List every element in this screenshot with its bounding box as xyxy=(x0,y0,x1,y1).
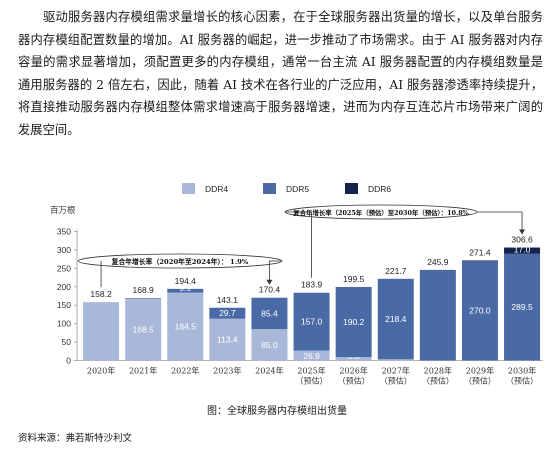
y-tick-label: 300 xyxy=(57,245,71,255)
bar-total-label: 245.9 xyxy=(427,257,449,267)
x-tick-label: 2025年 xyxy=(297,366,325,376)
legend-swatch-ddr6 xyxy=(345,183,358,194)
bar-value-label-ddr4: 184.5 xyxy=(175,321,197,331)
x-tick-label: （预估） xyxy=(422,376,454,386)
chart-legend: DDR4 DDR5 DDR6 xyxy=(0,183,554,199)
x-tick-label: 2028年 xyxy=(424,366,452,376)
bar-value-label-ddr4: 168.5 xyxy=(133,324,155,334)
bar-total-label: 143.1 xyxy=(217,295,239,305)
x-tick-label: 2023年 xyxy=(213,366,241,376)
x-tick-label: 2029年 xyxy=(466,366,494,376)
chart-caption: 图：全球服务器内存模组出货量 xyxy=(207,406,347,417)
x-tick-label: 2027年 xyxy=(382,366,410,376)
bar-ddr5 xyxy=(209,307,246,319)
legend-item-ddr4: DDR4 xyxy=(182,183,228,194)
bar-ddr5 xyxy=(251,297,288,330)
bar-value-label-ddr6: 17.0 xyxy=(514,244,531,254)
bar-ddr5 xyxy=(167,288,204,293)
bar-total-label: 183.9 xyxy=(301,280,323,290)
bar-ddr4 xyxy=(83,302,120,361)
y-tick-label: 100 xyxy=(57,319,71,329)
bar-value-label-ddr4: 113.4 xyxy=(217,335,238,345)
bar-value-label-ddr5: 270.0 xyxy=(469,306,491,316)
x-tick-label: 2026年 xyxy=(339,366,367,376)
bar-total-label: 306.6 xyxy=(511,235,533,245)
legend-item-ddr6: DDR6 xyxy=(345,183,391,194)
bar-value-label-ddr5: 85.4 xyxy=(261,308,278,318)
legend-label-ddr6: DDR6 xyxy=(368,183,392,194)
x-tick-label: 2030年 xyxy=(508,366,536,376)
bar-value-label-ddr5: 190.2 xyxy=(343,317,365,327)
legend-swatch-ddr4 xyxy=(182,183,195,194)
bar-ddr4 xyxy=(209,318,246,361)
y-axis-label: 百万根 xyxy=(50,205,76,216)
bar-ddr5 xyxy=(125,298,162,299)
x-tick-label: （预估） xyxy=(506,376,538,386)
bar-ddr5 xyxy=(461,260,498,361)
y-tick-label: 150 xyxy=(57,300,71,310)
bar-ddr5 xyxy=(504,253,541,361)
bar-ddr4 xyxy=(293,350,330,361)
bar-ddr4 xyxy=(251,329,288,361)
bar-total-label: 158.2 xyxy=(90,289,112,299)
bar-value-label-ddr5: 289.5 xyxy=(511,302,533,312)
bar-value-label-ddr5: 9.9 xyxy=(179,283,191,293)
bar-ddr6 xyxy=(504,247,541,254)
x-tick-label: （预估） xyxy=(464,376,496,386)
bar-total-label: 199.5 xyxy=(343,274,365,284)
bar-ddr5 xyxy=(377,278,414,360)
x-tick-label: （预估） xyxy=(296,376,328,386)
legend-swatch-ddr5 xyxy=(263,183,276,194)
bar-value-label-ddr5: 29.7 xyxy=(219,308,236,318)
bar-value-label-ddr6: 1.4 xyxy=(474,251,486,261)
legend-item-ddr5: DDR5 xyxy=(263,183,309,194)
y-tick-label: 0 xyxy=(66,356,71,366)
bar-value-label-ddr5: 0.4 xyxy=(137,289,149,299)
x-tick-label: 2021年 xyxy=(129,366,157,376)
x-tick-label: （预估） xyxy=(338,376,370,386)
bar-total-label: 170.4 xyxy=(259,285,281,295)
bar-ddr5 xyxy=(335,286,372,358)
legend-label-ddr5: DDR5 xyxy=(286,183,310,194)
bar-value-label-ddr4: 85.0 xyxy=(261,340,278,350)
source-note: 资料来源：弗若斯特沙利文 xyxy=(18,433,133,444)
cagr-2020-2024-arrowhead xyxy=(266,279,273,285)
shipment-bar-chart: 百万根 0 50 100 150 200 250 300 350 158.2 2020年 168.5 0… xyxy=(50,204,544,386)
bar-ddr5 xyxy=(419,269,456,361)
legend-label-ddr4: DDR4 xyxy=(205,183,229,194)
bar-value-label-ddr5: 157.0 xyxy=(301,317,323,327)
bar-ddr4 xyxy=(377,359,414,361)
bar-ddr4 xyxy=(125,298,162,361)
x-tick-label: 2022年 xyxy=(171,366,199,376)
bar-value-label-ddr4: 26.9 xyxy=(303,351,320,361)
bar-total-label: 168.9 xyxy=(133,285,155,295)
y-tick-label: 350 xyxy=(57,227,71,237)
y-tick-label: 200 xyxy=(57,282,71,292)
bar-total-label: 271.4 xyxy=(469,247,491,257)
bar-ddr6 xyxy=(461,260,498,262)
x-tick-label: （预估） xyxy=(380,376,412,386)
y-tick-label: 50 xyxy=(62,337,72,347)
y-tick-label: 250 xyxy=(57,263,71,273)
bar-total-label: 221.7 xyxy=(385,266,407,276)
cagr-2025-2030-label: 复合年增长率（2025年（预估）至2030年（预估）：10.8% xyxy=(292,208,468,217)
bar-ddr4 xyxy=(167,292,204,361)
intro-paragraph: 驱动服务器内存模组需求量增长的核心因素，在于全球服务器出货量的增长，以及单台服务… xyxy=(18,10,543,137)
cagr-2020-2024-label: 复合年增长率（2020年至2024年）： 1.9% xyxy=(111,257,249,266)
x-tick-label: 2024年 xyxy=(255,366,283,376)
cagr-2025-2030-arrowhead xyxy=(519,229,526,235)
x-tick-label: 2020年 xyxy=(87,366,115,376)
bar-value-label-ddr5: 218.4 xyxy=(385,314,407,324)
bar-total-label: 194.4 xyxy=(175,276,197,286)
bar-ddr5 xyxy=(293,292,330,351)
bar-ddr4 xyxy=(335,357,372,361)
